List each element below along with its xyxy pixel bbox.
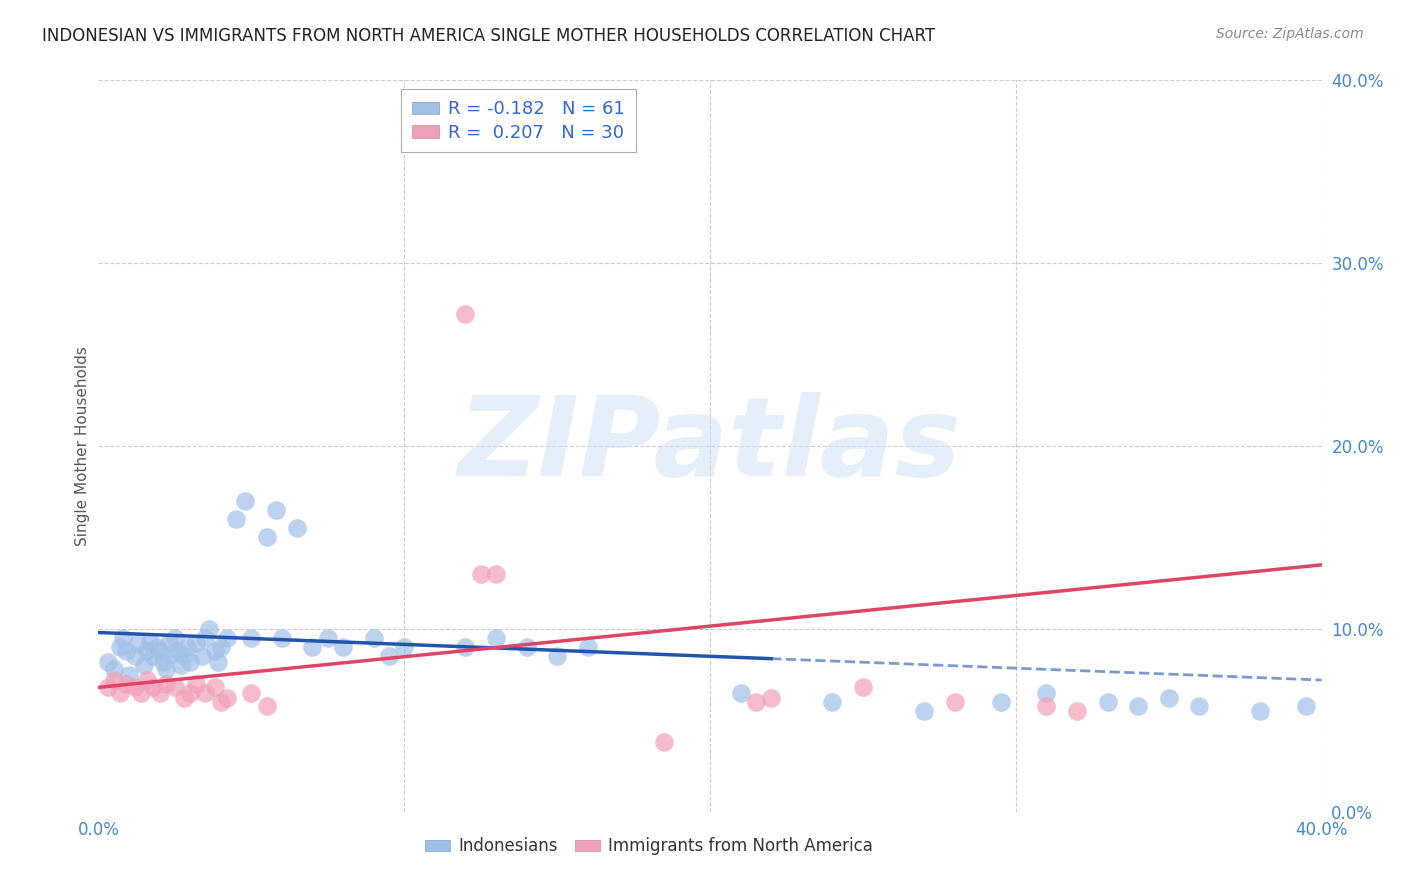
Point xyxy=(240,631,263,645)
Point xyxy=(204,681,226,695)
Point xyxy=(152,655,174,669)
Point xyxy=(155,662,177,676)
Point xyxy=(204,644,226,658)
Point xyxy=(191,649,214,664)
Point xyxy=(454,307,477,321)
Point xyxy=(1295,698,1317,713)
Point xyxy=(186,676,208,690)
Point xyxy=(142,681,165,695)
Point xyxy=(454,640,477,655)
Point xyxy=(209,640,232,655)
Point xyxy=(209,695,232,709)
Point xyxy=(173,691,195,706)
Point xyxy=(363,631,385,645)
Point xyxy=(108,686,131,700)
Point xyxy=(115,644,138,658)
Point xyxy=(852,681,875,695)
Point xyxy=(124,649,146,664)
Point xyxy=(134,658,156,673)
Point xyxy=(163,631,186,645)
Point xyxy=(233,493,256,508)
Text: ZIPatlas: ZIPatlas xyxy=(458,392,962,500)
Y-axis label: Single Mother Households: Single Mother Households xyxy=(75,346,90,546)
Point xyxy=(136,673,159,687)
Point xyxy=(149,686,172,700)
Point xyxy=(197,622,219,636)
Point xyxy=(1035,686,1057,700)
Point xyxy=(1249,704,1271,718)
Point xyxy=(163,681,186,695)
Point xyxy=(1035,698,1057,713)
Point xyxy=(652,735,675,749)
Point xyxy=(179,655,201,669)
Point xyxy=(173,649,195,664)
Point xyxy=(142,649,165,664)
Point xyxy=(155,676,177,690)
Text: Source: ZipAtlas.com: Source: ZipAtlas.com xyxy=(1216,27,1364,41)
Point xyxy=(129,686,152,700)
Point xyxy=(215,631,238,645)
Point xyxy=(118,667,141,681)
Point xyxy=(1157,691,1180,706)
Point xyxy=(97,655,120,669)
Point xyxy=(912,704,935,718)
Point xyxy=(759,691,782,706)
Point xyxy=(225,512,247,526)
Point xyxy=(392,640,416,655)
Point xyxy=(1066,704,1088,718)
Point xyxy=(97,681,120,695)
Point xyxy=(1128,698,1150,713)
Legend: Indonesians, Immigrants from North America: Indonesians, Immigrants from North Ameri… xyxy=(419,830,879,862)
Point xyxy=(332,640,354,655)
Point xyxy=(301,640,323,655)
Point xyxy=(240,686,263,700)
Point xyxy=(160,648,183,662)
Point xyxy=(264,503,287,517)
Point xyxy=(176,640,198,655)
Text: INDONESIAN VS IMMIGRANTS FROM NORTH AMERICA SINGLE MOTHER HOUSEHOLDS CORRELATION: INDONESIAN VS IMMIGRANTS FROM NORTH AMER… xyxy=(42,27,935,45)
Point xyxy=(139,634,162,648)
Point xyxy=(127,636,149,650)
Point xyxy=(485,567,508,582)
Point xyxy=(207,655,229,669)
Point xyxy=(186,636,208,650)
Point xyxy=(215,691,238,706)
Point xyxy=(546,649,568,664)
Point xyxy=(124,681,146,695)
Point xyxy=(730,686,752,700)
Point xyxy=(270,631,292,645)
Point xyxy=(167,644,190,658)
Point xyxy=(111,631,134,645)
Point xyxy=(1097,695,1119,709)
Point xyxy=(194,631,217,645)
Point xyxy=(115,676,138,690)
Point xyxy=(990,695,1012,709)
Point xyxy=(103,673,125,687)
Point xyxy=(745,695,768,709)
Point xyxy=(194,686,217,700)
Point xyxy=(136,644,159,658)
Point xyxy=(316,631,339,645)
Point xyxy=(157,636,180,650)
Point xyxy=(179,686,201,700)
Point xyxy=(821,695,844,709)
Point xyxy=(256,530,278,544)
Point xyxy=(378,649,401,664)
Point xyxy=(256,698,278,713)
Point xyxy=(103,662,125,676)
Point xyxy=(149,644,172,658)
Point xyxy=(108,640,131,655)
Point xyxy=(943,695,966,709)
Point xyxy=(170,658,193,673)
Point xyxy=(485,631,508,645)
Point xyxy=(470,567,492,582)
Point xyxy=(516,640,538,655)
Point xyxy=(1188,698,1211,713)
Point xyxy=(285,521,308,535)
Point xyxy=(145,640,167,655)
Point xyxy=(576,640,599,655)
